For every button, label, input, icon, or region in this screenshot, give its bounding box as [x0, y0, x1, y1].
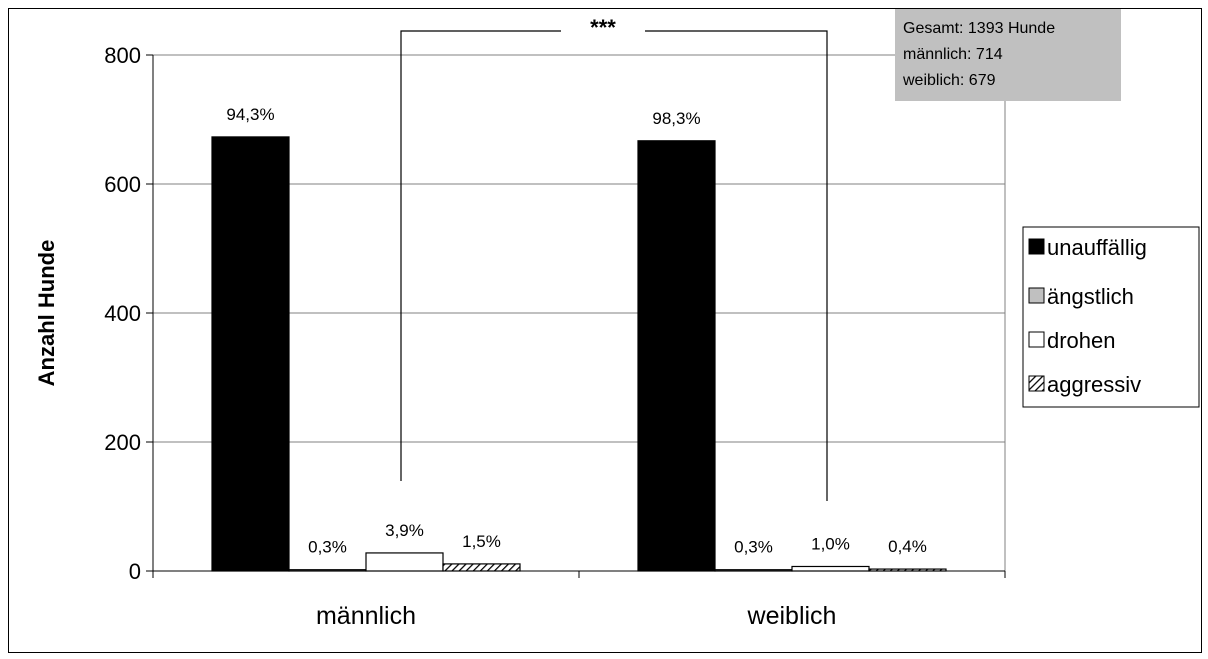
y-axis-label: Anzahl Hunde — [34, 240, 59, 387]
legend-label-unauffaellig: unauffällig — [1047, 235, 1147, 260]
legend-box — [1022, 226, 1200, 408]
info-line-total: Gesamt: 1393 Hunde — [903, 20, 1055, 37]
x-category-label: weiblich — [747, 602, 837, 630]
data-label: 1,0% — [811, 534, 850, 553]
gridlines — [153, 183, 1005, 443]
legend-swatch-drohen — [1028, 331, 1045, 348]
y-tick-label: 200 — [104, 430, 141, 455]
data-label: 3,9% — [385, 521, 424, 540]
data-label: 1,5% — [462, 532, 501, 551]
legend-swatch-aengstlich — [1028, 287, 1045, 304]
y-tick-label: 800 — [104, 43, 141, 68]
legend-swatch-unauffaellig — [1028, 238, 1045, 255]
bar-unauffällig-weiblich — [637, 140, 716, 572]
chart-frame: 0 200 400 600 800 94,3% 0,3% 3,9% 1,5% 98,3% 0,3%… — [8, 8, 1202, 653]
data-label: 94,3% — [226, 105, 274, 124]
y-tick-label: 400 — [104, 301, 141, 326]
x-axis-categories: männlich weiblich — [152, 571, 1006, 630]
legend: unauffällig ängstlich drohen aggressiv — [1022, 226, 1200, 408]
legend-label-aggressiv: aggressiv — [1047, 372, 1141, 397]
legend-label-aengstlich: ängstlich — [1047, 284, 1134, 309]
bar-chart: 0 200 400 600 800 94,3% 0,3% 3,9% 1,5% 98,3% 0,3%… — [34, 9, 1200, 630]
data-labels: 94,3% 0,3% 3,9% 1,5% 98,3% 0,3% 1,0% 0,4% — [226, 105, 926, 557]
y-tick-label: 0 — [129, 559, 141, 584]
info-line-male: männlich: 714 — [903, 46, 1003, 63]
info-line-female: weiblich: 679 — [902, 72, 996, 89]
data-label: 0,3% — [308, 538, 347, 557]
y-axis-ticks: 0 200 400 600 800 — [104, 43, 153, 584]
info-box-background — [895, 9, 1121, 101]
bar-aggressiv-männlich — [442, 563, 521, 572]
bar-drohen-weiblich — [791, 565, 870, 572]
bar-drohen-männlich — [365, 552, 444, 572]
data-label: 0,3% — [734, 538, 773, 557]
x-category-label: männlich — [316, 602, 416, 630]
data-label: 98,3% — [652, 109, 700, 128]
data-label: 0,4% — [888, 537, 927, 556]
legend-swatch-aggressiv — [1028, 375, 1045, 392]
significance-stars: *** — [590, 15, 616, 40]
significance-bracket: *** — [400, 15, 828, 501]
info-box: Gesamt: 1393 Hunde männlich: 714 weiblic… — [895, 9, 1121, 101]
bar-unauffällig-männlich — [211, 136, 290, 572]
y-tick-label: 600 — [104, 172, 141, 197]
legend-label-drohen: drohen — [1047, 328, 1116, 353]
